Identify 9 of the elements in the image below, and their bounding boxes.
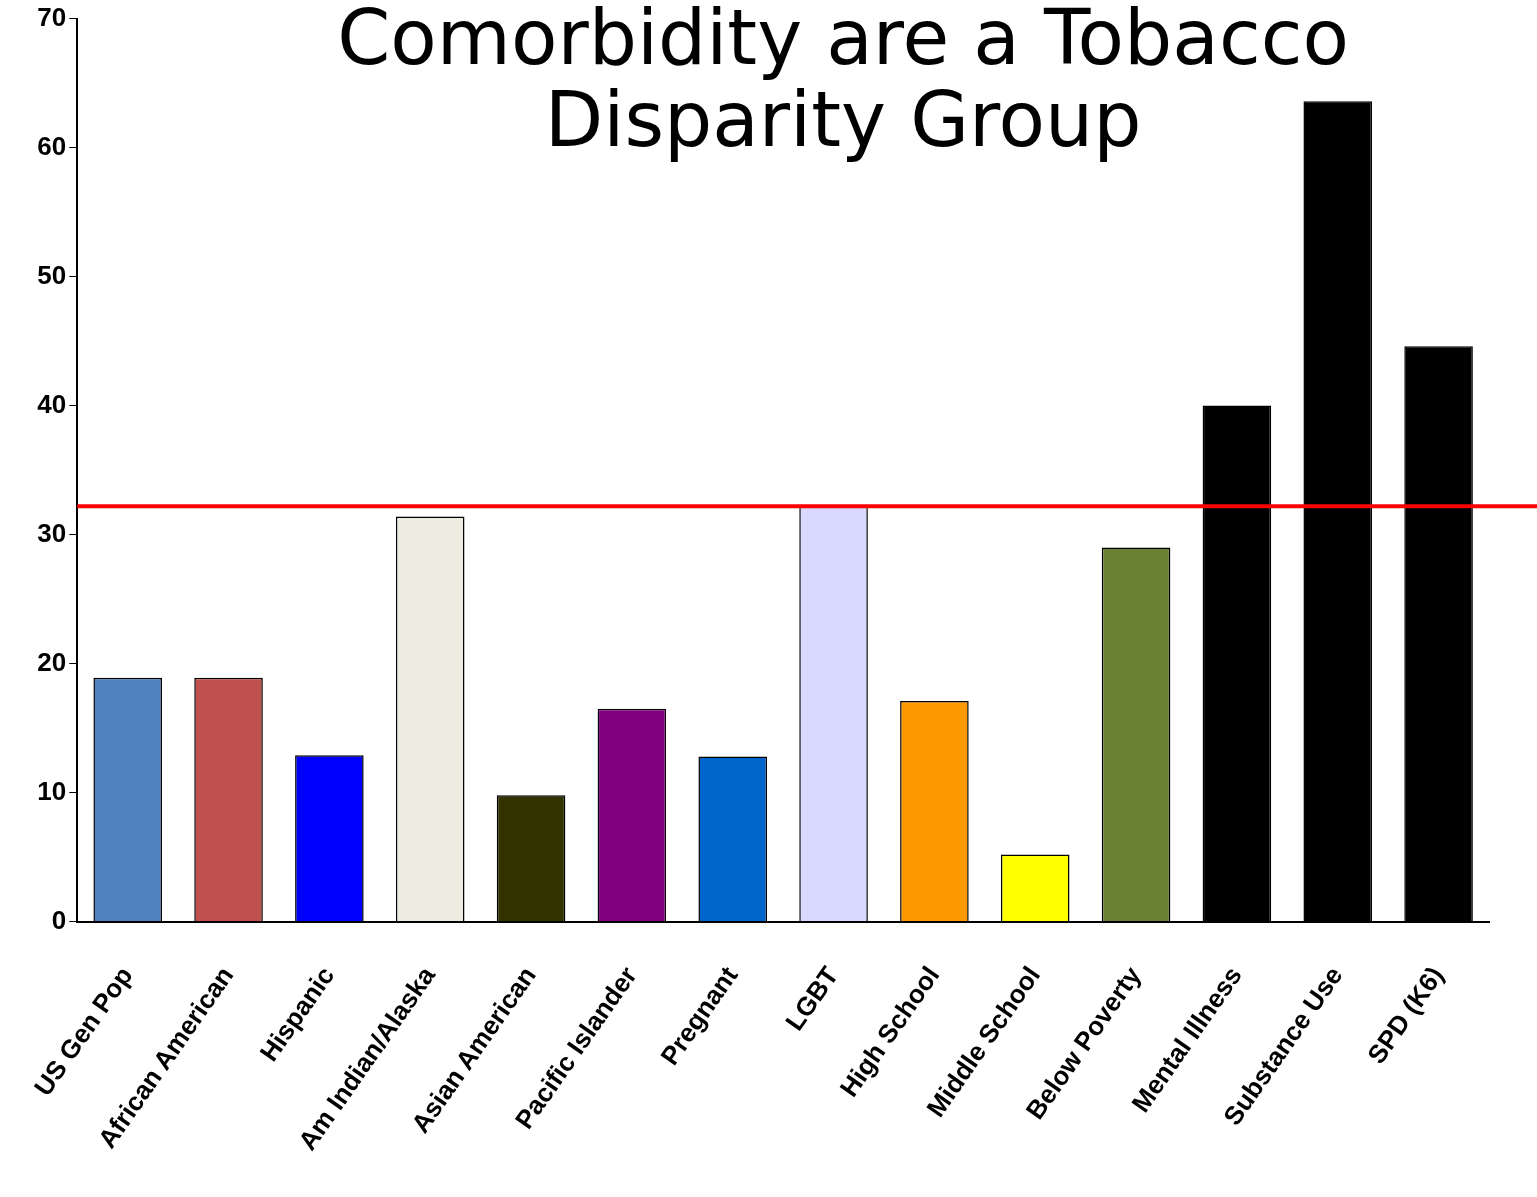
y-tick-label: 40 xyxy=(37,388,67,419)
y-tick-label: 0 xyxy=(51,904,67,935)
y-tick-label: 50 xyxy=(37,259,67,290)
y-tick-label: 10 xyxy=(37,775,67,806)
y-tick-label: 30 xyxy=(37,517,67,548)
chart-title: Comorbidity are a Tobacco Disparity Group xyxy=(337,0,1349,164)
y-tick-label: 60 xyxy=(37,130,67,161)
y-tick-label: 20 xyxy=(37,646,67,677)
y-tick-label: 70 xyxy=(37,1,67,32)
